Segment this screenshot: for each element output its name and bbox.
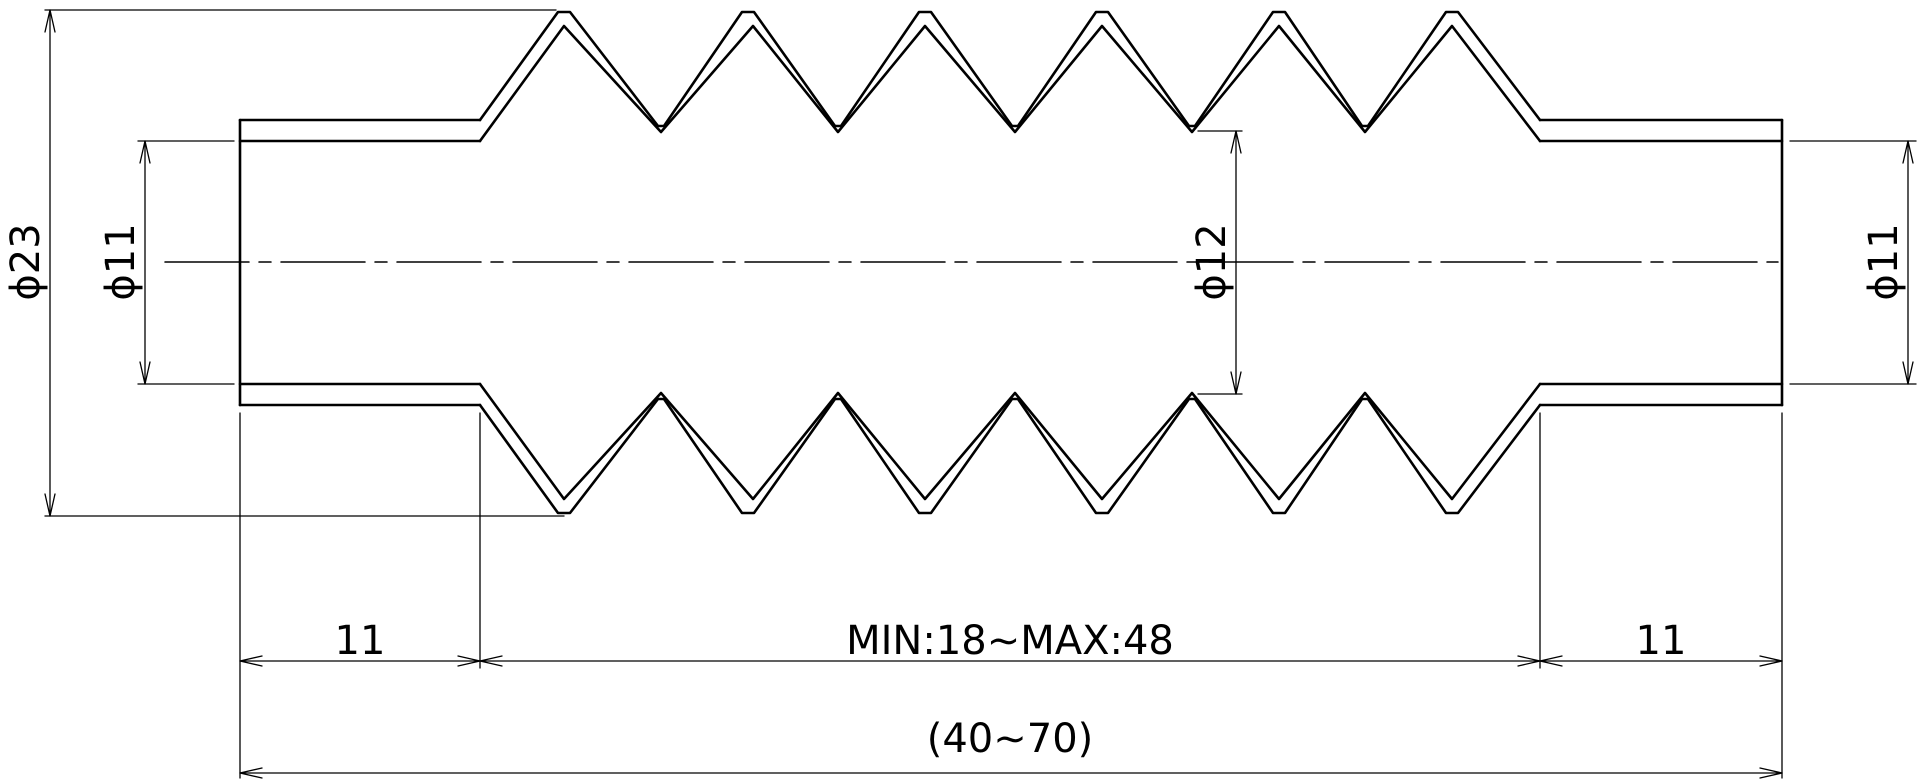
extension-lines (44, 9, 1917, 779)
label-inner-diameter: ϕ12 (1189, 223, 1235, 300)
label-total-length: (40∼70) (927, 716, 1094, 762)
label-bellows-length: MIN:18∼MAX:48 (846, 618, 1174, 664)
label-outer-diameter: ϕ23 (3, 223, 49, 300)
label-left-end-diameter: ϕ11 (98, 223, 144, 300)
label-right-end-length: 11 (1636, 618, 1687, 664)
dim-line-left-end-diameter (139, 140, 151, 385)
dim-line-total-length (239, 767, 1783, 779)
label-right-end-diameter: ϕ11 (1861, 223, 1907, 300)
bellows-outline (238, 10, 1784, 515)
dim-line-right-end-diameter (1902, 140, 1914, 385)
dim-line-outer-diameter (44, 9, 56, 517)
dim-line-inner-diameter (1230, 130, 1242, 395)
dim-line-right-end-length (1539, 655, 1783, 667)
label-left-end-length: 11 (335, 618, 386, 664)
